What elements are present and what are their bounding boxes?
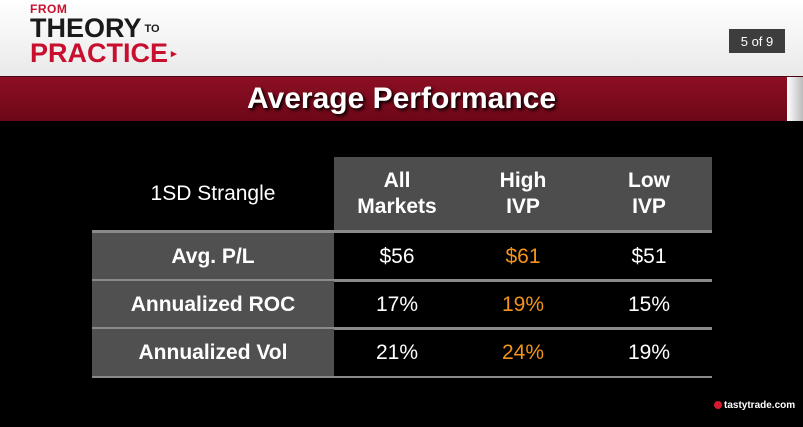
title-bar-edge: [787, 77, 803, 121]
logo-line-theory: THEORY TO: [30, 15, 177, 42]
slide-title: Average Performance: [246, 82, 557, 115]
top-banner: FROM THEORY TO PRACTICE ▸ 5 of 9: [0, 0, 803, 76]
table-corner-label: 1SD Strangle: [92, 157, 334, 230]
brand-text: tastytrade.com: [724, 399, 796, 411]
column-header-text: High IVP: [499, 169, 547, 218]
cell-avg-pl-all: $56: [379, 245, 415, 268]
logo-word-theory: THEORY: [30, 13, 142, 43]
column-header-text: Low IVP: [628, 169, 670, 218]
row-label-annualized-roc: Annualized ROC: [92, 281, 334, 329]
cell-vol-high: 24%: [501, 341, 545, 364]
logo-word-practice: PRACTICE: [30, 38, 169, 68]
cell-vol-low: 19%: [627, 341, 671, 364]
row-divider: [92, 230, 712, 233]
tastytrade-logo: tastytrade.com: [714, 396, 795, 414]
column-header-low-ivp: Low IVP: [586, 157, 712, 230]
row-label-annualized-vol: Annualized Vol: [92, 329, 334, 377]
slide-counter-badge: 5 of 9: [729, 29, 785, 53]
cell-avg-pl-high: $61: [505, 245, 541, 268]
row-divider: [92, 279, 712, 282]
cell-roc-low: 15%: [627, 293, 671, 316]
cell-roc-all: 17%: [375, 293, 419, 316]
logo-word-to: TO: [144, 23, 160, 36]
column-header-all-markets: All Markets: [334, 157, 460, 230]
cell-vol-all: 21%: [375, 341, 419, 364]
column-header-high-ivp: High IVP: [460, 157, 586, 230]
title-bar: Average Performance: [0, 76, 803, 121]
show-logo: FROM THEORY TO PRACTICE ▸: [30, 3, 177, 67]
cell-avg-pl-low: $51: [631, 245, 667, 268]
play-triangle-icon: ▸: [171, 48, 177, 61]
row-divider: [92, 327, 712, 330]
row-label-avg-pl: Avg. P/L: [92, 233, 334, 281]
cherry-icon: [714, 401, 722, 409]
row-divider: [92, 376, 712, 378]
column-header-text: All Markets: [357, 169, 437, 218]
logo-line-from: FROM: [30, 2, 68, 16]
logo-line-practice: PRACTICE ▸: [30, 40, 177, 67]
cell-roc-high: 19%: [501, 293, 545, 316]
performance-table: 1SD Strangle All Markets High IVP Low IV…: [92, 157, 712, 378]
